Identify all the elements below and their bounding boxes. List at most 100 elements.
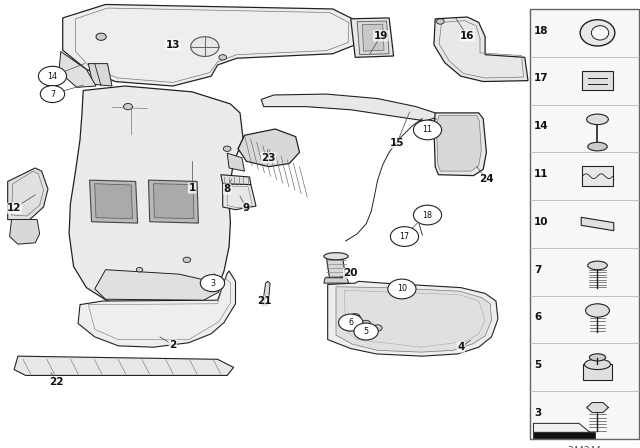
- Polygon shape: [324, 278, 349, 283]
- Text: 14: 14: [534, 121, 548, 131]
- Circle shape: [124, 103, 132, 110]
- Polygon shape: [238, 129, 300, 167]
- Text: 22: 22: [49, 377, 63, 387]
- Ellipse shape: [588, 261, 607, 270]
- Polygon shape: [14, 356, 234, 375]
- Polygon shape: [221, 175, 251, 185]
- Circle shape: [350, 314, 360, 321]
- Circle shape: [362, 320, 371, 327]
- Bar: [584, 364, 612, 379]
- Circle shape: [191, 37, 219, 56]
- Text: 5: 5: [364, 327, 369, 336]
- Ellipse shape: [324, 253, 348, 260]
- Circle shape: [354, 323, 378, 340]
- Polygon shape: [534, 423, 590, 432]
- Polygon shape: [88, 64, 112, 86]
- Polygon shape: [326, 256, 346, 279]
- Text: 4: 4: [457, 342, 465, 352]
- Text: 6: 6: [348, 318, 353, 327]
- Ellipse shape: [580, 20, 615, 46]
- Polygon shape: [328, 281, 498, 356]
- Polygon shape: [434, 113, 486, 176]
- Circle shape: [436, 19, 444, 24]
- Circle shape: [413, 120, 442, 140]
- Polygon shape: [362, 24, 384, 51]
- Circle shape: [413, 205, 442, 225]
- Polygon shape: [581, 217, 614, 231]
- Bar: [582, 166, 612, 186]
- Polygon shape: [8, 168, 48, 220]
- Polygon shape: [154, 184, 194, 219]
- Polygon shape: [223, 184, 256, 210]
- Polygon shape: [59, 52, 96, 87]
- Polygon shape: [78, 271, 236, 347]
- Polygon shape: [69, 86, 243, 306]
- Polygon shape: [95, 270, 219, 300]
- Polygon shape: [587, 403, 609, 413]
- Polygon shape: [357, 21, 389, 55]
- Polygon shape: [90, 180, 138, 223]
- Text: 12: 12: [7, 203, 21, 213]
- Text: 9: 9: [243, 203, 250, 213]
- Polygon shape: [534, 432, 595, 438]
- Polygon shape: [434, 17, 528, 82]
- Ellipse shape: [584, 359, 611, 370]
- Ellipse shape: [591, 26, 609, 40]
- Ellipse shape: [586, 304, 609, 317]
- Polygon shape: [227, 153, 244, 171]
- Circle shape: [219, 55, 227, 60]
- Text: 11: 11: [422, 125, 433, 134]
- Text: 2: 2: [169, 340, 177, 350]
- Text: 8: 8: [223, 184, 231, 194]
- Text: 16: 16: [460, 31, 474, 41]
- Text: 6: 6: [534, 312, 541, 322]
- Text: 17: 17: [399, 232, 410, 241]
- Text: 10: 10: [397, 284, 407, 293]
- Text: 1: 1: [188, 183, 196, 193]
- Text: 19: 19: [374, 31, 388, 41]
- Text: 18: 18: [534, 26, 548, 35]
- Ellipse shape: [589, 354, 605, 361]
- Polygon shape: [261, 281, 270, 306]
- Circle shape: [136, 267, 143, 272]
- Text: 15: 15: [390, 138, 404, 148]
- Bar: [530, 9, 639, 439]
- Circle shape: [390, 227, 419, 246]
- Circle shape: [373, 325, 382, 331]
- Circle shape: [223, 146, 231, 151]
- Polygon shape: [336, 287, 492, 352]
- Text: 11: 11: [534, 169, 548, 179]
- Circle shape: [96, 33, 106, 40]
- Polygon shape: [10, 220, 40, 244]
- Circle shape: [339, 314, 363, 331]
- Text: 344244: 344244: [568, 446, 602, 448]
- Text: 20: 20: [344, 268, 358, 278]
- Polygon shape: [148, 180, 198, 223]
- Text: 7: 7: [534, 265, 541, 275]
- Text: 17: 17: [534, 73, 548, 83]
- Text: 24: 24: [479, 174, 493, 184]
- Circle shape: [40, 86, 65, 103]
- Text: 10: 10: [534, 217, 548, 227]
- Text: 5: 5: [534, 360, 541, 370]
- Text: 3: 3: [210, 279, 215, 288]
- Text: 21: 21: [257, 296, 271, 306]
- Circle shape: [183, 257, 191, 263]
- Text: 18: 18: [422, 211, 433, 220]
- Polygon shape: [95, 184, 132, 219]
- Polygon shape: [261, 94, 436, 121]
- Circle shape: [388, 279, 416, 299]
- Polygon shape: [63, 4, 355, 86]
- Text: 7: 7: [50, 90, 55, 99]
- Polygon shape: [351, 18, 394, 57]
- Text: 14: 14: [47, 72, 58, 81]
- Polygon shape: [436, 116, 481, 171]
- Circle shape: [200, 275, 225, 292]
- Ellipse shape: [588, 142, 607, 151]
- Ellipse shape: [587, 114, 609, 125]
- Circle shape: [38, 66, 67, 86]
- Text: 13: 13: [166, 40, 180, 50]
- Bar: [582, 71, 612, 90]
- Text: 23: 23: [262, 153, 276, 163]
- Text: 3: 3: [534, 408, 541, 418]
